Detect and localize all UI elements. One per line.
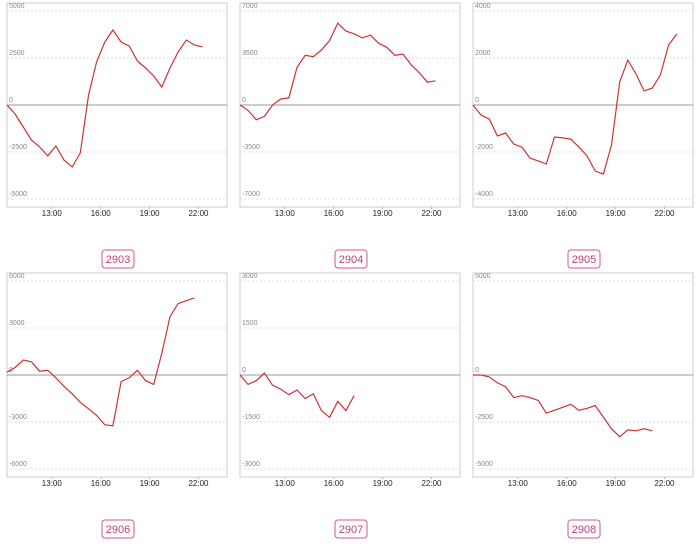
series-line — [472, 33, 678, 175]
y-tick-label: 5000 — [9, 3, 25, 10]
x-tick-label: 16:00 — [324, 479, 345, 488]
code-label[interactable]: 2906 — [106, 524, 130, 536]
code-box[interactable] — [334, 519, 368, 539]
y-tick-label: 1500 — [242, 320, 258, 327]
y-tick-label: -4000 — [475, 191, 493, 198]
y-tick-label: -3500 — [242, 144, 260, 151]
y-tick-label: -7000 — [242, 191, 260, 198]
y-tick-label: 0 — [242, 97, 246, 104]
x-tick-label: 22:00 — [654, 479, 675, 488]
x-tick-label: 16:00 — [324, 209, 345, 218]
y-tick-label: -2500 — [9, 144, 27, 151]
x-tick-label: 16:00 — [91, 209, 112, 218]
y-tick-label: 0 — [475, 367, 479, 374]
code-label[interactable]: 2903 — [106, 254, 130, 266]
series-line — [473, 374, 653, 438]
y-tick-label: 7000 — [242, 3, 258, 10]
y-tick-label: 0 — [242, 367, 246, 374]
x-tick-label: 19:00 — [373, 479, 394, 488]
x-tick-label: 16:00 — [557, 209, 578, 218]
code-box[interactable] — [334, 249, 368, 269]
x-tick-label: 13:00 — [42, 209, 63, 218]
code-label[interactable]: 2908 — [572, 524, 596, 536]
code-box[interactable] — [101, 519, 135, 539]
x-tick-label: 22:00 — [421, 479, 442, 488]
x-tick-label: 19:00 — [140, 479, 161, 488]
x-tick-label: 13:00 — [508, 479, 529, 488]
y-tick-label: 3500 — [242, 50, 258, 57]
x-tick-label: 13:00 — [275, 479, 296, 488]
x-tick-label: 19:00 — [606, 479, 627, 488]
series-line — [6, 28, 203, 168]
y-tick-label: -3000 — [242, 461, 260, 468]
x-tick-label: 22:00 — [188, 209, 209, 218]
code-label[interactable]: 2904 — [339, 254, 363, 266]
y-tick-label: 5000 — [475, 273, 491, 280]
y-tick-label: 2500 — [9, 50, 25, 57]
y-tick-label: 0 — [9, 97, 13, 104]
y-tick-label: -1500 — [242, 414, 260, 421]
y-tick-label: 3000 — [9, 320, 25, 327]
y-tick-label: -2000 — [475, 144, 493, 151]
y-tick-label: 4000 — [475, 3, 491, 10]
y-tick-label: -6000 — [9, 461, 27, 468]
x-tick-label: 19:00 — [606, 209, 627, 218]
y-tick-label: 0 — [475, 97, 479, 104]
x-tick-label: 16:00 — [91, 479, 112, 488]
y-tick-label: 3000 — [242, 273, 258, 280]
x-tick-label: 13:00 — [508, 209, 529, 218]
y-tick-label: -5000 — [9, 191, 27, 198]
x-tick-label: 13:00 — [275, 209, 296, 218]
series-line — [239, 22, 436, 121]
code-box[interactable] — [567, 519, 601, 539]
x-tick-label: 19:00 — [373, 209, 394, 218]
y-tick-label: -2500 — [475, 414, 493, 421]
x-tick-label: 19:00 — [140, 209, 161, 218]
x-tick-label: 16:00 — [557, 479, 578, 488]
y-tick-label: -5000 — [475, 461, 493, 468]
x-tick-label: 13:00 — [42, 479, 63, 488]
x-tick-label: 22:00 — [188, 479, 209, 488]
series-line — [239, 372, 355, 419]
y-tick-label: 2000 — [475, 50, 491, 57]
y-tick-label: -3000 — [9, 414, 27, 421]
x-tick-label: 22:00 — [654, 209, 675, 218]
code-box[interactable] — [567, 249, 601, 269]
x-tick-label: 22:00 — [421, 209, 442, 218]
code-label[interactable]: 2905 — [572, 254, 596, 266]
series-line — [6, 297, 195, 427]
code-box[interactable] — [101, 249, 135, 269]
y-tick-label: 6000 — [9, 273, 25, 280]
code-label[interactable]: 2907 — [339, 524, 363, 536]
